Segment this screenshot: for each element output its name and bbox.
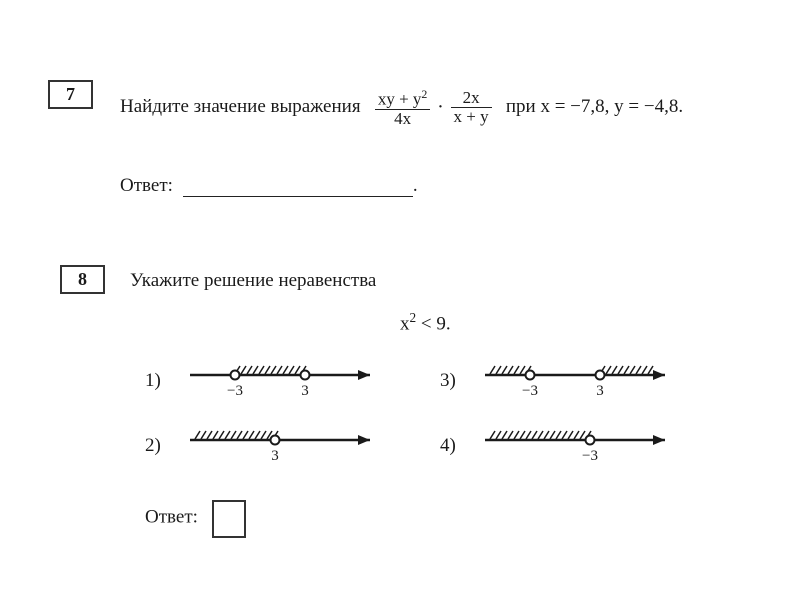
problem-8-prompt-text: Укажите решение неравенства [130, 270, 376, 291]
problem-8-prompt: Укажите решение неравенства [130, 270, 376, 292]
svg-text:3: 3 [301, 383, 309, 399]
svg-text:−3: −3 [582, 448, 598, 464]
option-1-numberline: −3 3 [180, 350, 380, 405]
problem-7-answer-row: Ответ: . [120, 175, 418, 197]
frac1-num-sup: 2 [421, 87, 427, 101]
frac1-num-text: xy + y [378, 90, 422, 109]
problem-7-answer-blank[interactable] [183, 178, 413, 197]
multiply-dot: · [435, 96, 446, 118]
option-3-label: 3) [440, 370, 456, 392]
opt4-label-text: 4) [440, 435, 456, 456]
option-4-numberline: −3 [475, 415, 675, 470]
option-2-label: 2) [145, 435, 161, 457]
option-3-numberline: −3 3 [475, 350, 675, 405]
problem-7-frac-2-den: x + y [451, 108, 492, 126]
problem-7-number: 7 [48, 80, 93, 109]
svg-text:3: 3 [271, 448, 279, 464]
problem-7-number-box: 7 [48, 80, 93, 109]
problem-8-number: 8 [60, 265, 105, 294]
problem-7-prompt: Найдите значение выражения xy + y2 4x · … [120, 88, 683, 127]
problem-7-prompt-suffix: при x = −7,8, y = −4,8. [506, 96, 683, 117]
ineq-lhs: x [400, 313, 410, 334]
svg-text:3: 3 [596, 383, 604, 399]
ineq-rest: < 9. [416, 313, 450, 334]
problem-7-frac-2: 2x x + y [451, 89, 492, 126]
problem-7-frac-1-den: 4x [375, 110, 431, 128]
problem-7-prompt-prefix: Найдите значение выражения [120, 96, 361, 117]
opt1-label-text: 1) [145, 370, 161, 391]
page-root: 7 Найдите значение выражения xy + y2 4x … [0, 0, 800, 600]
option-4-label: 4) [440, 435, 456, 457]
problem-8-answer-row: Ответ: [145, 500, 246, 538]
svg-text:−3: −3 [522, 383, 538, 399]
problem-8-inequality: x2 < 9. [400, 310, 451, 335]
problem-8-answer-box[interactable] [212, 500, 246, 538]
opt2-label-text: 2) [145, 435, 161, 456]
problem-7-frac-1: xy + y2 4x [375, 88, 431, 127]
problem-8-number-box: 8 [60, 265, 105, 294]
problem-7-answer-label: Ответ: [120, 175, 173, 196]
svg-text:−3: −3 [227, 383, 243, 399]
problem-7-frac-1-num: xy + y2 [375, 88, 431, 110]
problem-7-frac-2-num: 2x [451, 89, 492, 108]
opt3-label-text: 3) [440, 370, 456, 391]
option-1-label: 1) [145, 370, 161, 392]
problem-8-answer-label: Ответ: [145, 507, 198, 528]
option-2-numberline: 3 [180, 415, 380, 470]
